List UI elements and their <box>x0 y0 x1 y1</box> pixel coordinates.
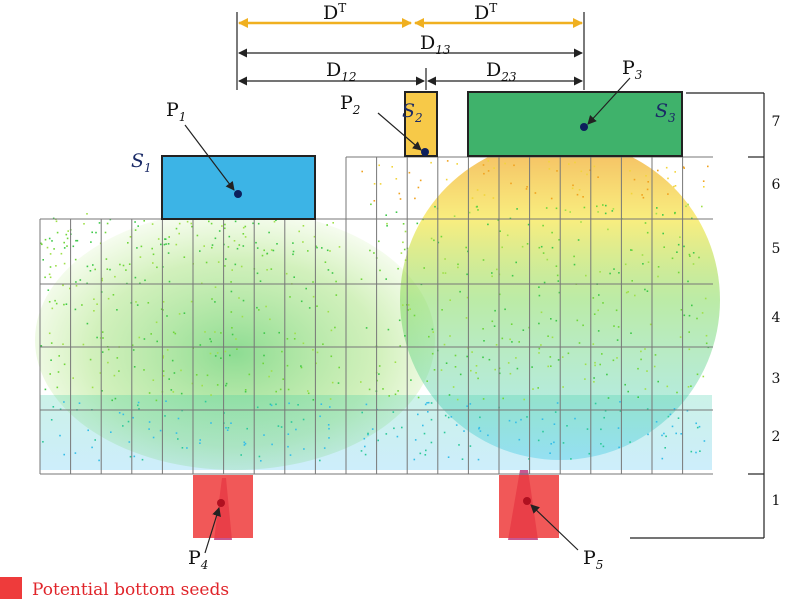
layer-label-1: 1 <box>772 493 781 509</box>
point-p5-marker <box>523 497 531 505</box>
point-p4-marker <box>217 499 225 507</box>
dt-right-label: DT <box>474 1 497 24</box>
seed-s1-box <box>161 155 316 220</box>
point-p1-label: P1 <box>166 99 186 124</box>
legend-swatch <box>0 577 22 599</box>
d23-label: D23 <box>486 59 517 84</box>
d12-label: D12 <box>326 59 357 84</box>
point-p5-label: P5 <box>583 547 603 572</box>
point-p1-marker <box>234 190 242 198</box>
d13-label: D13 <box>420 32 451 57</box>
seed-s2-label: S2 <box>402 100 423 125</box>
seed-s3-label: S3 <box>655 100 676 125</box>
layer-label-6: 6 <box>772 177 781 193</box>
layer-label-3: 3 <box>772 371 781 387</box>
seed-s1-label: S1 <box>131 150 152 175</box>
layer-label-5: 5 <box>772 241 781 257</box>
legend-label: Potential bottom seeds <box>32 580 229 600</box>
point-p3-marker <box>580 123 588 131</box>
point-p3-label: P3 <box>622 57 643 82</box>
layer-label-4: 4 <box>772 310 781 326</box>
bottom-seed-right <box>499 475 559 538</box>
layer-label-7: 7 <box>772 114 781 130</box>
voxel-grid <box>39 156 713 475</box>
layer-scale <box>630 92 765 539</box>
layer-label-2: 2 <box>772 429 781 445</box>
bottom-seed-left <box>193 475 253 538</box>
point-p2-label: P2 <box>340 92 360 117</box>
dt-left-label: DT <box>323 1 346 24</box>
point-p4-label: P4 <box>188 547 208 572</box>
point-cloud <box>35 140 720 540</box>
dimension-lines <box>236 12 585 90</box>
point-p2-marker <box>421 148 429 156</box>
leader-arrows <box>184 77 631 554</box>
seed-s3-box <box>467 91 683 157</box>
